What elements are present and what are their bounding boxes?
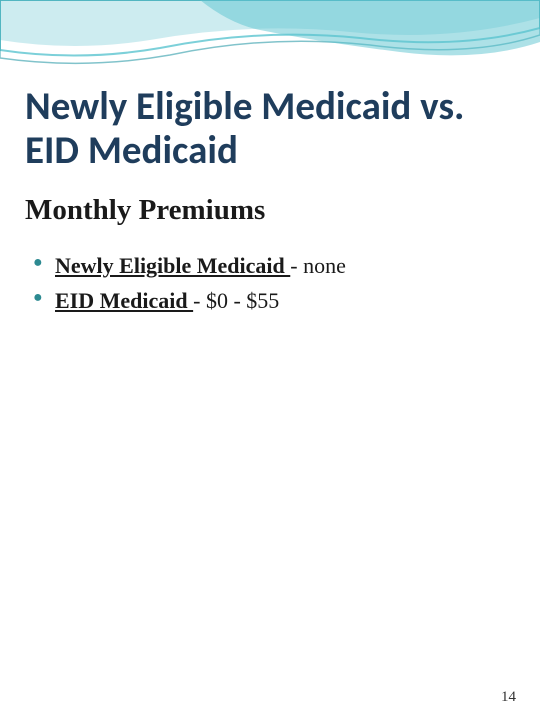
slide-subtitle: Monthly Premiums	[25, 194, 515, 227]
bullet-label: EID Medicaid	[55, 288, 193, 313]
bullet-value: - $0 - $55	[193, 288, 279, 313]
slide-content: Newly Eligible Medicaid vs. EID Medicaid…	[0, 0, 540, 720]
bullet-list: Newly Eligible Medicaid - none EID Medic…	[25, 249, 515, 317]
bullet-item: Newly Eligible Medicaid - none	[33, 249, 515, 282]
slide-title: Newly Eligible Medicaid vs. EID Medicaid	[25, 85, 515, 172]
bullet-item: EID Medicaid - $0 - $55	[33, 284, 515, 317]
bullet-label: Newly Eligible Medicaid	[55, 253, 290, 278]
bullet-value: - none	[290, 253, 346, 278]
